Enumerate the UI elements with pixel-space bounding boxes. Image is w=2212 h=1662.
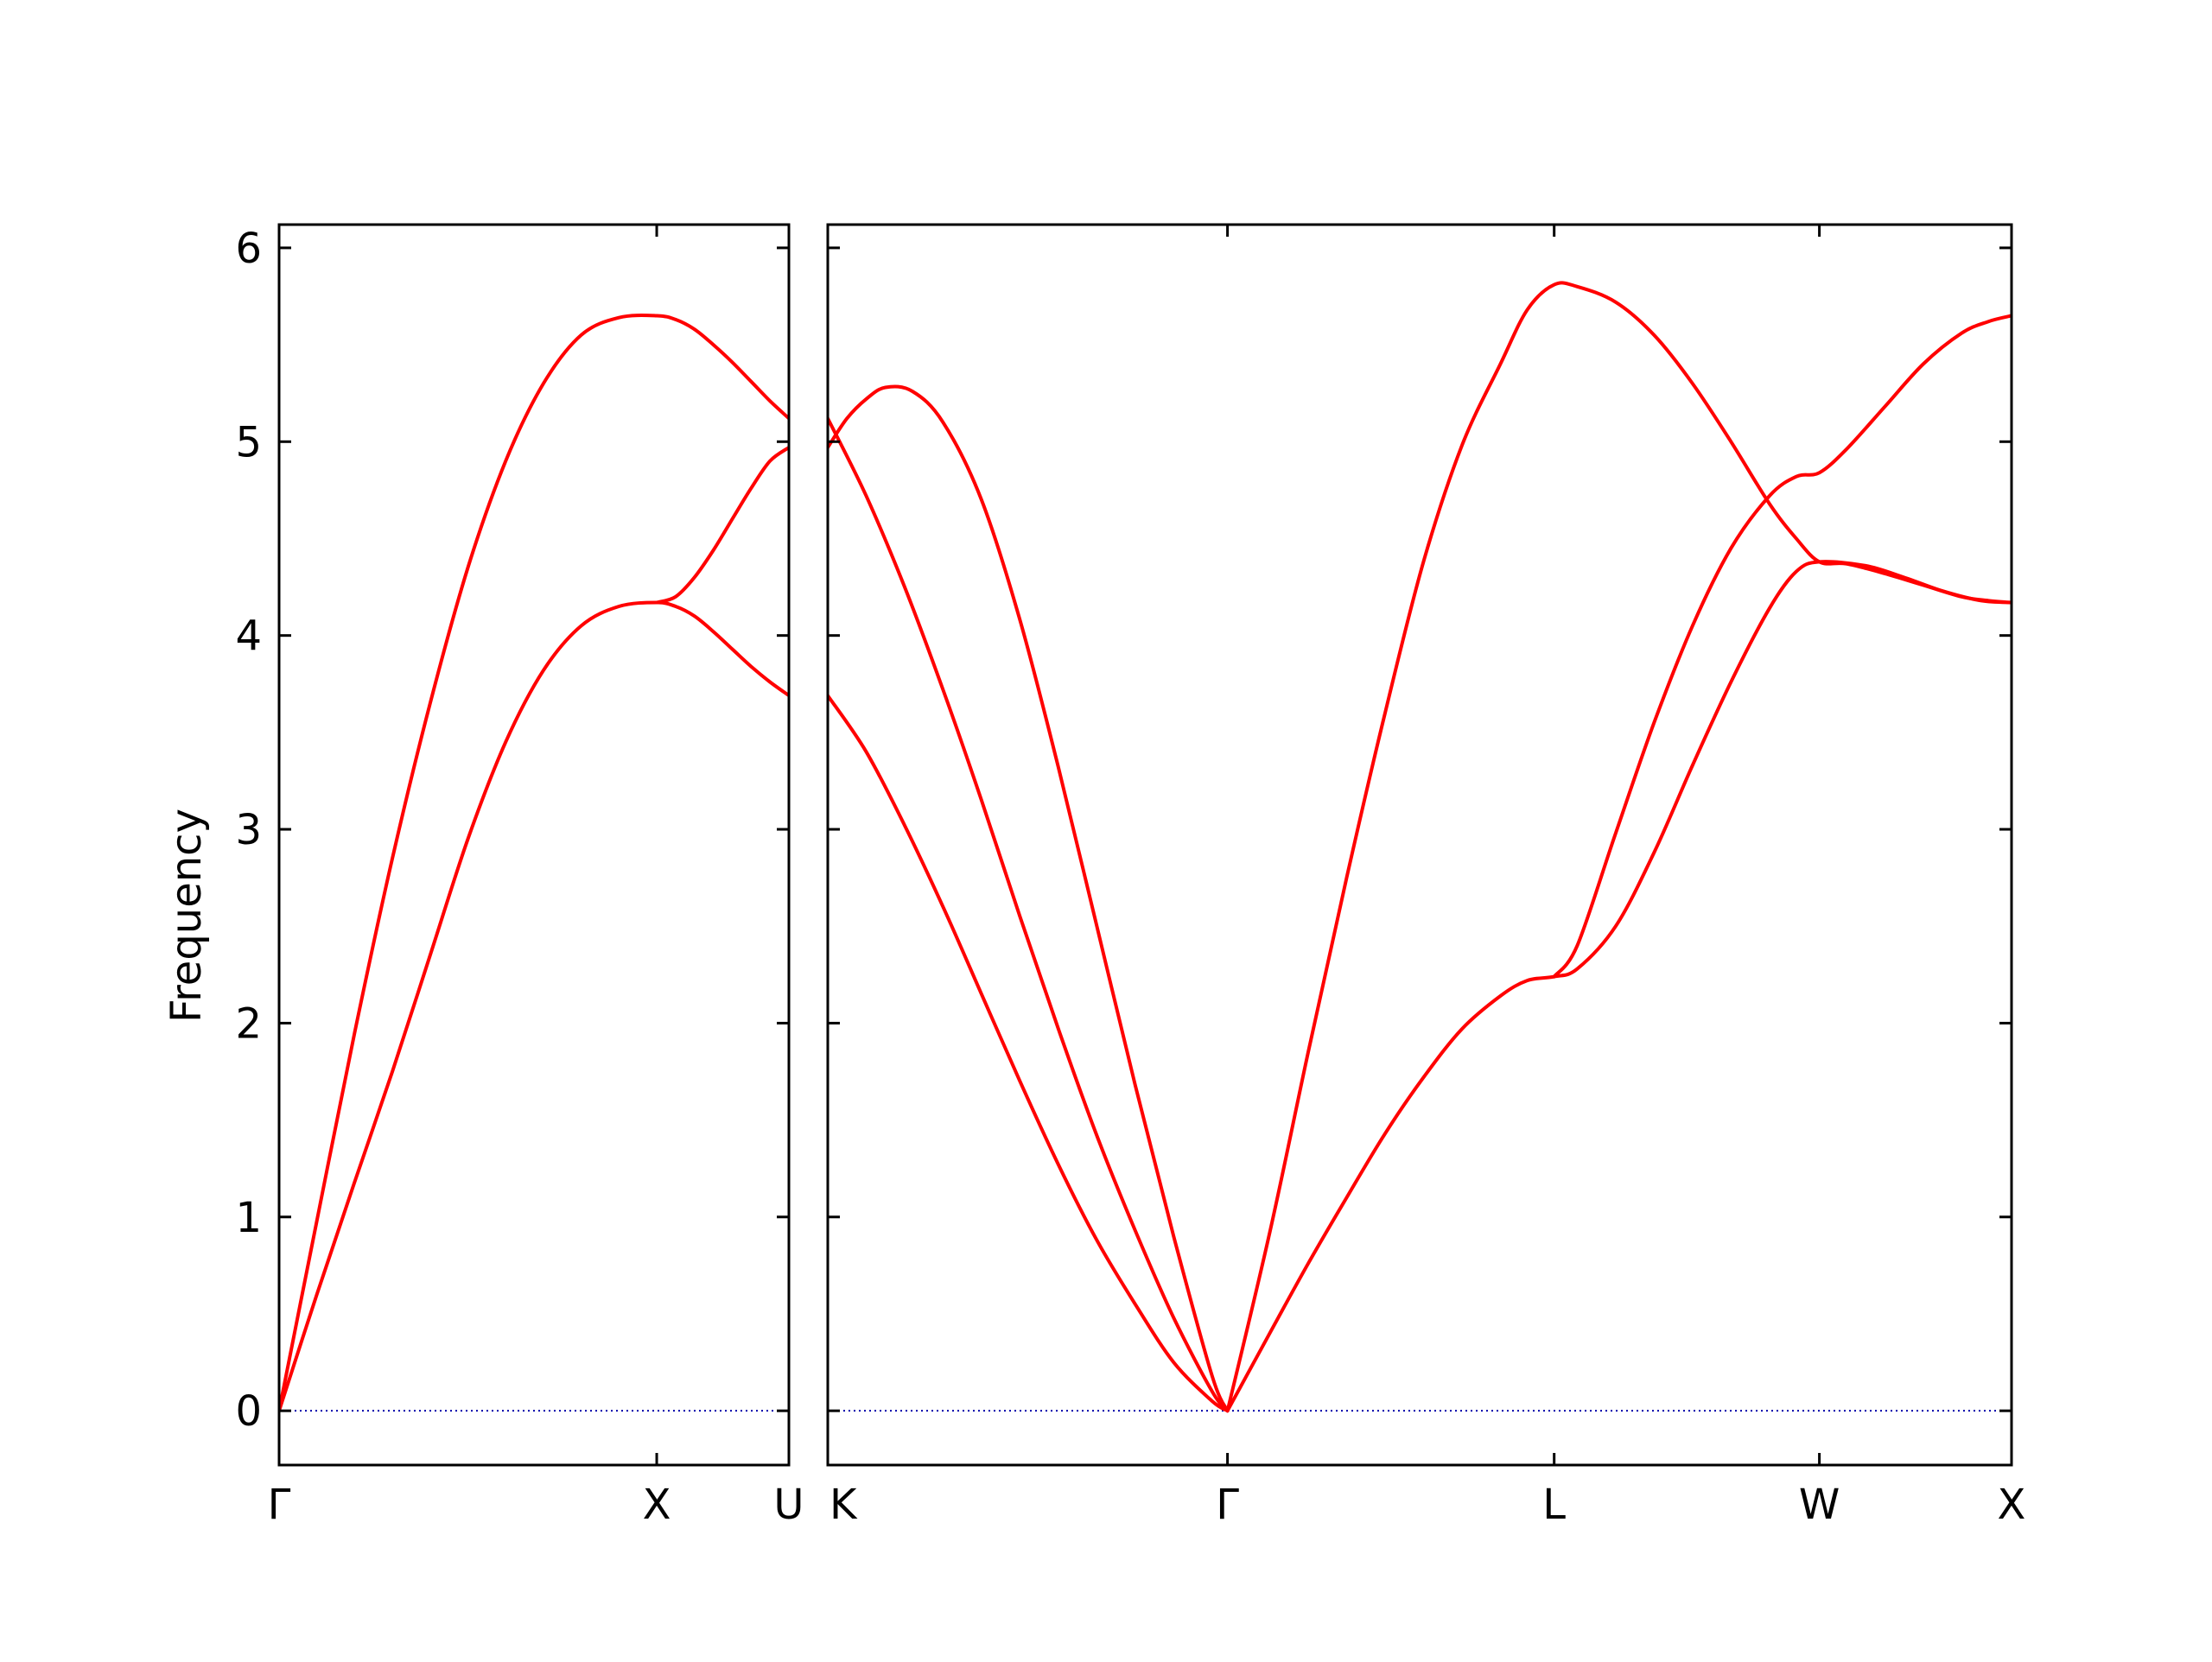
y-tick-label: 4 [235, 612, 262, 661]
band-series-1-3 [1225, 560, 2012, 1413]
y-tick-label: 2 [235, 999, 262, 1048]
y-tick-label: 1 [235, 1194, 262, 1242]
band-series-1-1 [828, 416, 1230, 1413]
x-tick-label-L: L [1542, 1481, 1566, 1529]
band-series-1-4 [1225, 281, 2012, 1413]
y-tick-label: 6 [235, 225, 262, 273]
x-tick-label-U: U [773, 1481, 804, 1529]
y-tick-label: 3 [235, 806, 262, 854]
x-tick-label-X: X [1998, 1481, 2026, 1529]
band-series-1-2 [828, 384, 1230, 1413]
y-tick-label: 0 [235, 1387, 262, 1436]
panel-gamma-x-u-plot-area [279, 314, 789, 1413]
band-series-1-5 [1552, 314, 2012, 979]
x-tick-label-W: W [1799, 1481, 1840, 1529]
x-tick-label-K: K [830, 1481, 858, 1529]
x-tick-label-Γ: Γ [1216, 1481, 1239, 1529]
panel-k-gamma-l-w-x-plot-area [828, 281, 2012, 1413]
panel-k-gamma-l-w-x-frame [826, 223, 2013, 1467]
x-tick-label-X: X [643, 1481, 671, 1529]
band-series-0-1 [279, 314, 789, 1413]
x-tick-label-Γ: Γ [268, 1481, 291, 1529]
y-axis-label: Frequency [162, 809, 211, 1023]
band-series-0-0 [279, 600, 789, 1413]
band-series-1-0 [828, 694, 1230, 1413]
y-tick-label: 5 [235, 418, 262, 466]
band-series-0-2 [655, 446, 789, 605]
panel-gamma-x-u-frame [277, 223, 791, 1467]
